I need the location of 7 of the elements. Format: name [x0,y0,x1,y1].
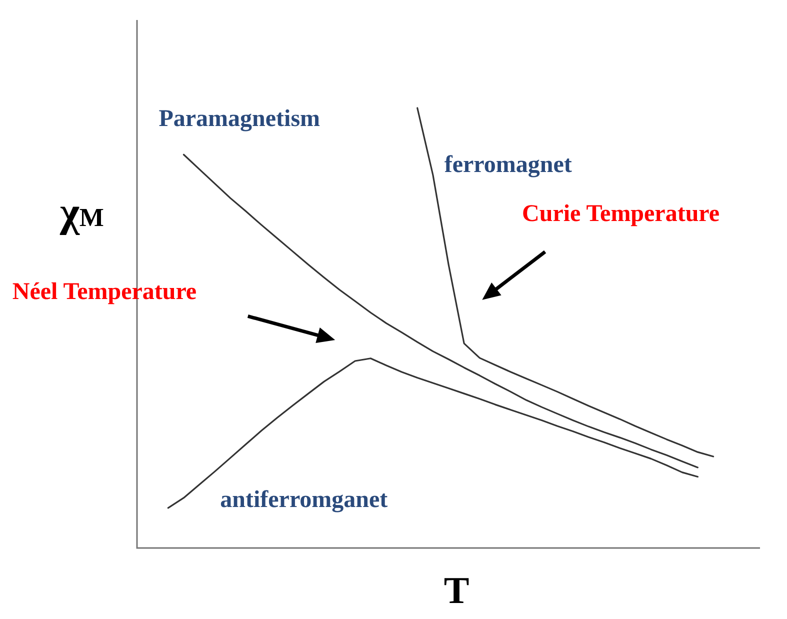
annotation: Curie Temperature [522,201,720,228]
series-label: antiferromganet [220,487,388,514]
x-axis-title: T [444,570,470,612]
y-axis-title: χM [59,190,104,236]
series-label: ferromagnet [444,152,572,178]
annotation: Néel Temperature [12,279,197,306]
series-label: Paramagnetism [158,106,320,132]
